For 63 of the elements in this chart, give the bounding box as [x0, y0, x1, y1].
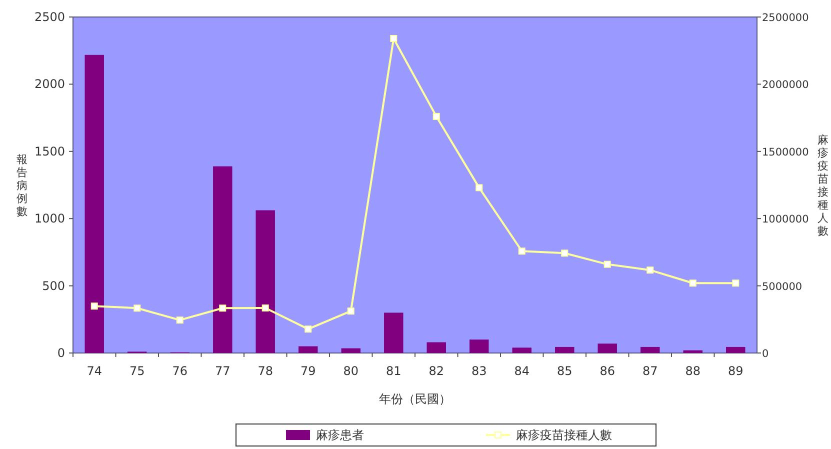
- legend-label: 麻疹疫苗接種人數: [516, 428, 612, 442]
- bar: [555, 346, 574, 353]
- x-tick-label: 87: [642, 364, 658, 378]
- point: [604, 260, 611, 268]
- bar: [426, 342, 446, 353]
- point: [689, 280, 696, 287]
- point: [176, 316, 184, 324]
- x-tick-label: 85: [556, 364, 572, 378]
- bar: [256, 210, 275, 353]
- point: [219, 304, 226, 312]
- x-tick-label: 78: [258, 364, 274, 378]
- y2-tick-label: 1500000: [762, 146, 809, 158]
- y2-tick-label: 1000000: [762, 214, 809, 226]
- x-tick-label: 76: [172, 364, 188, 378]
- y-tick-label: 1000: [34, 212, 65, 226]
- x-tick-label: 74: [86, 364, 102, 378]
- bar: [726, 346, 746, 353]
- x-tick-label: 79: [300, 364, 316, 378]
- y-axis-title: 報告病例數: [16, 153, 28, 218]
- y-tick-label: 0: [57, 346, 65, 360]
- y2-tick-label: 2500000: [762, 12, 809, 24]
- point: [390, 35, 398, 42]
- bar: [298, 346, 318, 353]
- y-tick-label: 2000: [34, 77, 65, 92]
- point: [518, 248, 526, 255]
- y2-tick-label: 500000: [762, 280, 802, 293]
- point: [646, 266, 654, 274]
- x-tick-label: 84: [514, 364, 530, 378]
- x-tick-label: 77: [214, 364, 230, 378]
- y-tick-label: 1500: [34, 144, 65, 158]
- point: [134, 304, 141, 312]
- x-tick-label: 75: [129, 364, 145, 378]
- legend-label: 麻疹患者: [316, 428, 364, 442]
- y-tick-label: 500: [42, 278, 65, 293]
- point: [561, 250, 568, 257]
- x-tick-label: 88: [685, 364, 701, 378]
- bar: [213, 166, 232, 353]
- x-tick-label: 82: [428, 364, 444, 378]
- x-tick-label: 86: [600, 364, 616, 378]
- point: [432, 112, 440, 120]
- point: [476, 184, 483, 192]
- y2-tick-label: 2000000: [762, 79, 809, 92]
- x-tick-label: 83: [471, 364, 487, 378]
- bar: [84, 54, 104, 353]
- point: [262, 304, 269, 312]
- x-axis-title: 年份（民國）: [379, 392, 451, 406]
- bar: [470, 340, 489, 353]
- bar: [512, 348, 532, 353]
- y-tick-label: 2500: [34, 10, 65, 24]
- point: [347, 308, 354, 315]
- x-tick-label: 80: [343, 364, 359, 378]
- x-tick-label: 89: [728, 364, 744, 378]
- bar: [341, 348, 360, 353]
- bar: [384, 312, 404, 353]
- bar: [683, 350, 702, 353]
- bar: [640, 346, 660, 353]
- point: [732, 280, 740, 287]
- point: [304, 326, 312, 333]
- y2-tick-label: 0: [762, 348, 769, 360]
- bar: [598, 344, 617, 353]
- x-tick-label: 81: [386, 364, 402, 378]
- y2-axis-title: 麻疹疫苗接種人數: [818, 134, 828, 238]
- point: [90, 302, 98, 310]
